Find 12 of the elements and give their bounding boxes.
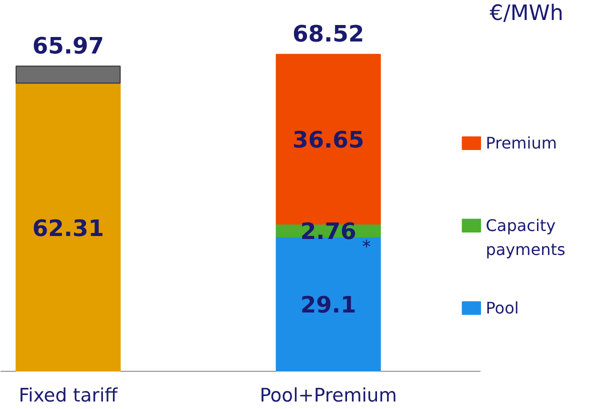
x-tick-label: Fixed tariff [18, 386, 119, 406]
legend-label: Premium [486, 134, 557, 153]
annotation: * [362, 237, 372, 258]
total-label: 65.97 [32, 33, 104, 60]
data-label: 29.1 [300, 292, 356, 319]
data-label: 36.65 [292, 128, 364, 154]
data-label: 62.31 [32, 216, 104, 242]
legend-label: Pool [486, 298, 519, 318]
text: €/MWh [490, 0, 564, 26]
legend-label: Capacity payments [486, 216, 566, 259]
total-label: 68.52 [292, 22, 364, 48]
x-tick-label: Pool+Premium [260, 386, 397, 406]
